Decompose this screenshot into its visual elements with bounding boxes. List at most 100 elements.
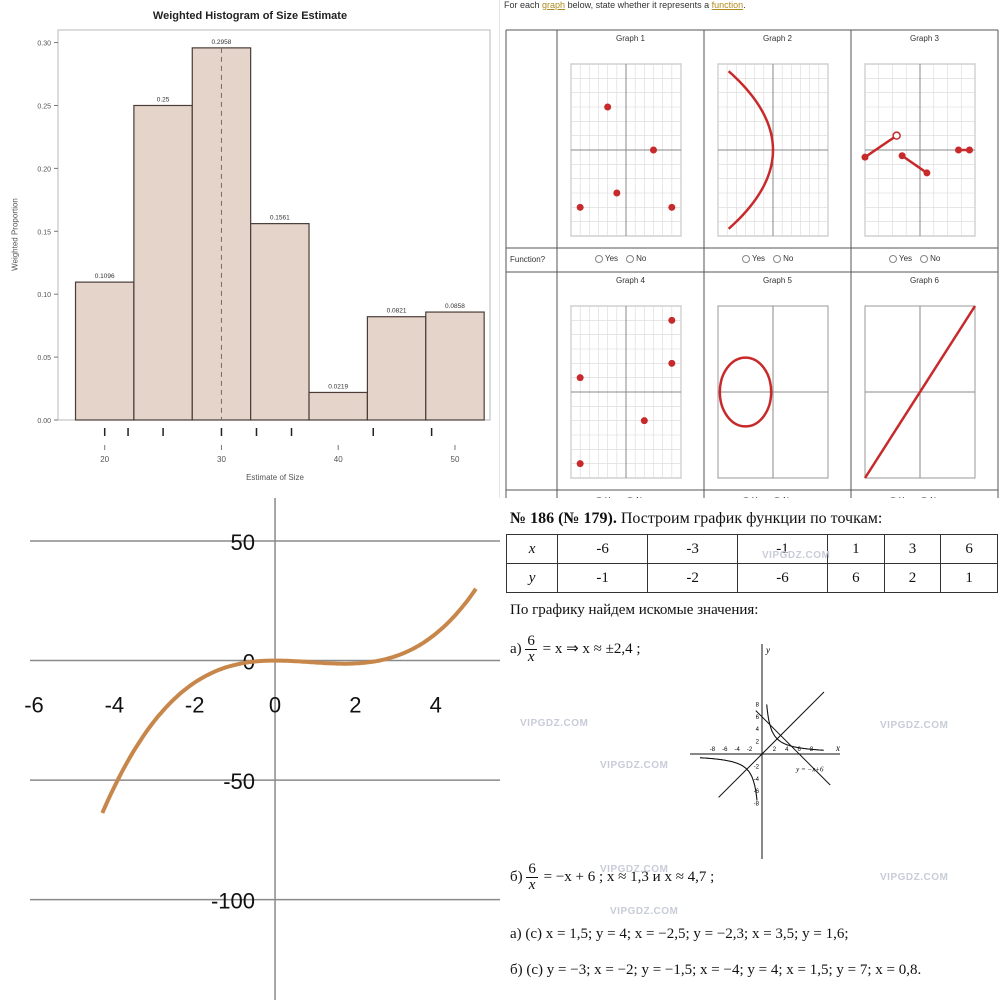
y-tick-label: 50 bbox=[231, 530, 255, 555]
bar-value-label: 0.0219 bbox=[328, 383, 348, 390]
radio-label: No bbox=[783, 254, 794, 263]
histogram-bar bbox=[425, 311, 485, 421]
x-tick-label: 20 bbox=[100, 455, 109, 464]
graph-title: Graph 5 bbox=[763, 276, 792, 285]
instructions-text: For each graph below, state whether it r… bbox=[504, 0, 746, 10]
histogram-title: Weighted Histogram of Size Estimate bbox=[152, 10, 348, 22]
no-radio-option[interactable]: No bbox=[626, 254, 646, 263]
x-tick-label: -6 bbox=[722, 747, 728, 753]
fraction-denominator: x bbox=[528, 877, 536, 893]
x-axis-label: x bbox=[835, 743, 840, 753]
x-tick-label: 40 bbox=[334, 455, 343, 464]
table-row-x: x -6 -3 -1 1 3 6 bbox=[505, 534, 998, 564]
exercise-number: № 186 (№ 179). bbox=[510, 510, 617, 527]
radio-button[interactable] bbox=[889, 254, 897, 263]
yes-radio-option[interactable]: Yes bbox=[595, 254, 618, 263]
curve bbox=[727, 70, 775, 230]
watermark: VIPGDZ.COM bbox=[600, 760, 669, 771]
fraction-numerator: 6 bbox=[526, 861, 538, 878]
solution-c-1: а) (c) x = 1,5; y = 4; x = −2,5; y = −2,… bbox=[510, 926, 849, 942]
yes-radio-option[interactable]: Yes bbox=[742, 254, 765, 263]
yes-radio-option[interactable]: Yes bbox=[889, 254, 912, 263]
radio-button[interactable] bbox=[920, 254, 929, 263]
graph-title: Graph 1 bbox=[616, 34, 645, 43]
graph-title: Graph 6 bbox=[910, 276, 939, 285]
x-tick-label: 6 bbox=[798, 747, 802, 753]
closed-endpoint bbox=[955, 146, 962, 154]
mini-graph bbox=[863, 305, 977, 479]
mini-graph bbox=[570, 305, 682, 479]
bar-value-label: 0.2958 bbox=[212, 39, 232, 46]
line-y-x bbox=[718, 691, 825, 798]
bar-value-label: 0.1561 bbox=[270, 215, 290, 222]
no-radio-option[interactable]: No bbox=[920, 254, 940, 263]
x-tick-label: -2 bbox=[185, 693, 205, 718]
exercise-heading: № 186 (№ 179). Построим график функции п… bbox=[510, 510, 882, 528]
radio-button[interactable] bbox=[626, 254, 635, 263]
solution-b-prefix: б) bbox=[510, 868, 523, 885]
data-point bbox=[640, 417, 648, 425]
radio-label: Yes bbox=[605, 254, 619, 263]
hyperbola-branch bbox=[766, 704, 824, 751]
y-tick-label: 0.10 bbox=[37, 292, 51, 299]
solution-c-2: б) (c) y = −3; x = −2; y = −1,5; x = −4;… bbox=[510, 962, 922, 978]
function-graphs-grid bbox=[505, 29, 999, 498]
no-radio-option[interactable]: No bbox=[773, 254, 793, 263]
series-line bbox=[100, 587, 478, 814]
function-graphs-panel: For each graph below, state whether it r… bbox=[500, 0, 1000, 506]
watermark: VIPGDZ.COM bbox=[880, 872, 949, 883]
x-tick-label: 0 bbox=[269, 693, 281, 718]
line-y-neg-x-plus-6 bbox=[755, 710, 831, 786]
y-tick-label: 0.15 bbox=[37, 229, 51, 236]
histogram-x-axis-label: Estimate of Size bbox=[246, 473, 304, 482]
graph-link[interactable]: graph bbox=[542, 0, 566, 10]
mini-graph bbox=[861, 63, 976, 237]
y-tick-label: -50 bbox=[223, 769, 255, 794]
histogram-bar bbox=[74, 281, 135, 421]
radio-button[interactable] bbox=[742, 254, 750, 263]
function-radio-group: Yes No bbox=[742, 254, 801, 263]
radio-button[interactable] bbox=[595, 254, 603, 263]
segment bbox=[864, 134, 898, 159]
histogram-frame bbox=[0, 0, 500, 498]
watermark: VIPGDZ.COM bbox=[520, 718, 589, 729]
x-tick-label: 2 bbox=[773, 747, 777, 753]
table-cell: -3 bbox=[647, 534, 739, 564]
table-row-y: y -1 -2 -6 6 2 1 bbox=[505, 563, 998, 593]
closed-endpoint bbox=[966, 146, 973, 154]
y-tick-label: -8 bbox=[754, 802, 760, 808]
x-tick-label: 30 bbox=[217, 455, 226, 464]
x-tick-label: 4 bbox=[430, 693, 442, 718]
circle-curve bbox=[718, 356, 773, 428]
open-endpoint bbox=[892, 131, 901, 140]
watermark: VIPGDZ.COM bbox=[610, 906, 679, 917]
closed-endpoint bbox=[923, 169, 931, 177]
data-point bbox=[668, 203, 676, 211]
data-point bbox=[650, 146, 657, 154]
x-tick-label: -4 bbox=[735, 747, 741, 753]
y-tick-label: -4 bbox=[754, 777, 760, 783]
curve-label: y = −x+6 bbox=[795, 765, 824, 773]
mini-graph bbox=[717, 63, 829, 237]
bar-value-label: 0.25 bbox=[157, 96, 170, 103]
hyperbola-branch bbox=[699, 757, 758, 801]
graph-title: Graph 3 bbox=[910, 34, 939, 43]
y-tick-label: 0.20 bbox=[37, 166, 51, 173]
graph-title: Graph 4 bbox=[616, 276, 645, 285]
function-link[interactable]: function bbox=[711, 0, 744, 10]
find-values-text: По графику найдем искомые значения: bbox=[510, 602, 759, 618]
y-tick-label: 8 bbox=[756, 702, 760, 708]
radio-label: Yes bbox=[899, 254, 913, 263]
table-cell: 2 bbox=[883, 563, 942, 593]
cubic-chart-panel: 50 0 -50 -100 -6 -4 -2 0 2 4 bbox=[0, 498, 500, 1000]
intro-text-3: . bbox=[743, 0, 746, 10]
histogram-bar bbox=[366, 316, 427, 421]
table-cell: -6 bbox=[737, 563, 829, 593]
radio-button[interactable] bbox=[773, 254, 782, 263]
solution-a-text: = x ⇒ x ≈ ±2,4 ; bbox=[538, 640, 641, 657]
histogram-plot: 0.00 0.05 0.10 0.15 0.20 0.25 0.30 20 30 40 50 0.10… bbox=[37, 29, 491, 464]
y-tick-label: 0.00 bbox=[37, 418, 51, 425]
y-axis-label: y bbox=[765, 645, 770, 655]
